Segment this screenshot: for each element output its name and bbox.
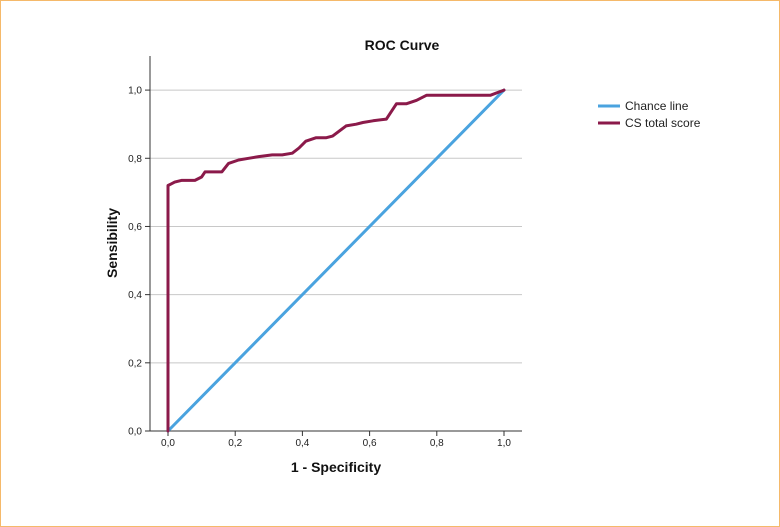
chance-line <box>166 88 506 433</box>
chart-title: ROC Curve <box>365 37 440 53</box>
x-tick-label: 0,6 <box>363 438 377 449</box>
x-tick-label: 1,0 <box>497 438 511 449</box>
y-tick-label: 1,0 <box>128 86 142 97</box>
y-tick-label: 0,8 <box>128 154 142 165</box>
y-axis-label: Sensibility <box>104 208 120 278</box>
x-tick-label: 0,0 <box>161 438 175 449</box>
x-axis-label: 1 - Specificity <box>291 459 381 475</box>
legend-label: CS total score <box>625 116 701 130</box>
y-tick-label: 0,0 <box>128 427 142 438</box>
legend: Chance line CS total score <box>598 99 701 130</box>
cs-total-score-line <box>166 88 506 433</box>
grid-lines <box>150 89 522 364</box>
legend-label: Chance line <box>625 99 689 113</box>
x-tick-label: 0,8 <box>430 438 444 449</box>
series-lines <box>166 88 506 433</box>
y-tick-label: 0,2 <box>128 358 142 369</box>
y-tick-label: 0,6 <box>128 222 142 233</box>
x-axis-ticks: 0,0 0,2 0,4 0,6 0,8 1,0 <box>161 431 511 449</box>
y-tick-label: 0,4 <box>128 290 142 301</box>
y-axis-ticks: 0,0 0,2 0,4 0,6 0,8 1,0 <box>128 86 150 438</box>
x-tick-label: 0,4 <box>295 438 309 449</box>
axes <box>149 56 522 432</box>
x-tick-label: 0,2 <box>228 438 242 449</box>
